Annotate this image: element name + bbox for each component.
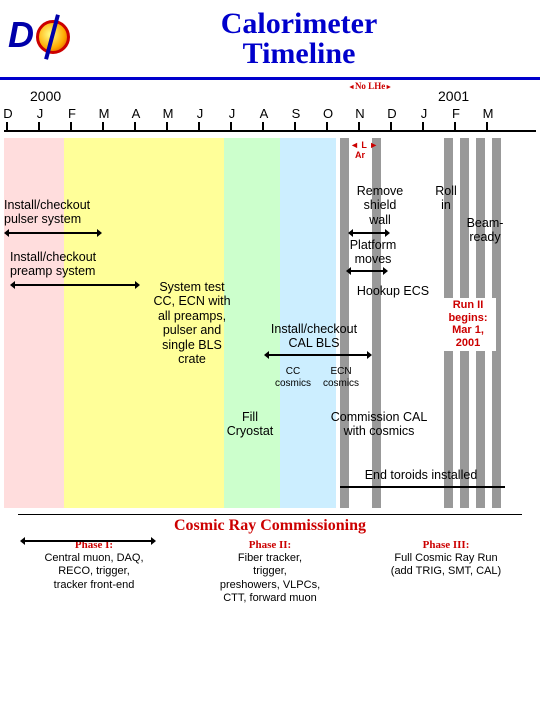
phase1-span xyxy=(24,540,152,542)
end-toroids-label: End toroids installed xyxy=(336,468,506,482)
tick-4 xyxy=(134,122,136,132)
install-preamp-label: Install/checkoutpreamp system xyxy=(10,250,130,279)
cc-cosmics-label: CCcosmics xyxy=(268,366,318,389)
month-15: M xyxy=(478,106,498,121)
month-4: A xyxy=(126,106,146,121)
phase3-title: Phase III: xyxy=(362,539,530,552)
tick-12 xyxy=(390,122,392,132)
chart-area: ◄ L ► Ar Install/checkoutpulser system I… xyxy=(0,138,540,508)
year-2001: 2001 xyxy=(438,88,469,104)
header: D Calorimeter Timeline xyxy=(0,0,540,80)
tick-6 xyxy=(198,122,200,132)
phase2-title: Phase II: xyxy=(186,539,354,552)
month-6: J xyxy=(190,106,210,121)
ecn-cosmics-label: ECNcosmics xyxy=(316,366,366,389)
tick-9 xyxy=(294,122,296,132)
tick-5 xyxy=(166,122,168,132)
tick-1 xyxy=(38,122,40,132)
tick-0 xyxy=(6,122,8,132)
timeline-axis: 2000 2001 DJFMAMJJASONDJFM ◄No LHe► xyxy=(0,88,540,138)
month-2: F xyxy=(62,106,82,121)
cosmic-section: Cosmic Ray Commissioning Phase I: Centra… xyxy=(0,514,540,605)
phase1-body: Central muon, DAQ,RECO, trigger,tracker … xyxy=(10,552,178,592)
band-pink xyxy=(4,138,64,508)
phase-2: Phase II: Fiber tracker,trigger,preshowe… xyxy=(182,539,358,605)
month-7: J xyxy=(222,106,242,121)
platform-span xyxy=(350,270,384,272)
month-11: N xyxy=(350,106,370,121)
phase-3: Phase III: Full Cosmic Ray Run(add TRIG,… xyxy=(358,539,534,605)
tick-2 xyxy=(70,122,72,132)
commission-cal-label: Commission CALwith cosmics xyxy=(314,410,444,439)
phase-row: Phase I: Central muon, DAQ,RECO, trigger… xyxy=(0,539,540,605)
install-pulser-label: Install/checkoutpulser system xyxy=(4,198,124,227)
tick-15 xyxy=(486,122,488,132)
logo-d: D xyxy=(8,14,32,56)
fill-cryostat-label: FillCryostat xyxy=(210,410,290,439)
month-14: F xyxy=(446,106,466,121)
end-toroids-line xyxy=(340,486,505,488)
month-1: J xyxy=(30,106,50,121)
tick-7 xyxy=(230,122,232,132)
month-0: D xyxy=(0,106,18,121)
tick-11 xyxy=(358,122,360,132)
no-lhe-label: ◄No LHe► xyxy=(348,82,392,92)
remove-shield-label: Removeshieldwall xyxy=(350,184,410,227)
cosmic-title: Cosmic Ray Commissioning xyxy=(18,514,522,535)
month-8: A xyxy=(254,106,274,121)
page-title: Calorimeter Timeline xyxy=(78,9,540,69)
cal-bls-span xyxy=(268,354,368,356)
phase3-body: Full Cosmic Ray Run(add TRIG, SMT, CAL) xyxy=(362,552,530,578)
phase2-body: Fiber tracker,trigger,preshowers, VLPCs,… xyxy=(186,552,354,605)
month-13: J xyxy=(414,106,434,121)
tick-10 xyxy=(326,122,328,132)
install-cal-bls-label: Install/checkoutCAL BLS xyxy=(256,322,372,351)
month-12: D xyxy=(382,106,402,121)
title-line2: Timeline xyxy=(243,37,356,70)
platform-moves-label: Platformmoves xyxy=(338,238,408,267)
tick-3 xyxy=(102,122,104,132)
month-9: S xyxy=(286,106,306,121)
install-preamp-span xyxy=(14,284,136,286)
d0-logo: D xyxy=(8,14,78,64)
remove-shield-span xyxy=(352,232,386,234)
run2-label: Run IIbegins:Mar 1,2001 xyxy=(440,298,496,351)
tick-13 xyxy=(422,122,424,132)
lar-label: ◄ L ► Ar xyxy=(350,140,378,160)
title-line1: Calorimeter xyxy=(221,7,378,40)
install-pulser-span xyxy=(8,232,98,234)
beam-ready-label: Beam-ready xyxy=(460,216,510,245)
system-test-label: System testCC, ECN withall preamps,pulse… xyxy=(142,280,242,366)
tick-8 xyxy=(262,122,264,132)
axis-line xyxy=(4,130,536,132)
hookup-ecs-label: Hookup ECS xyxy=(348,284,438,298)
tick-14 xyxy=(454,122,456,132)
month-5: M xyxy=(158,106,178,121)
roll-in-label: Rollin xyxy=(426,184,466,213)
month-10: O xyxy=(318,106,338,121)
month-3: M xyxy=(94,106,114,121)
phase-1: Phase I: Central muon, DAQ,RECO, trigger… xyxy=(6,539,182,605)
year-2000: 2000 xyxy=(30,88,61,104)
